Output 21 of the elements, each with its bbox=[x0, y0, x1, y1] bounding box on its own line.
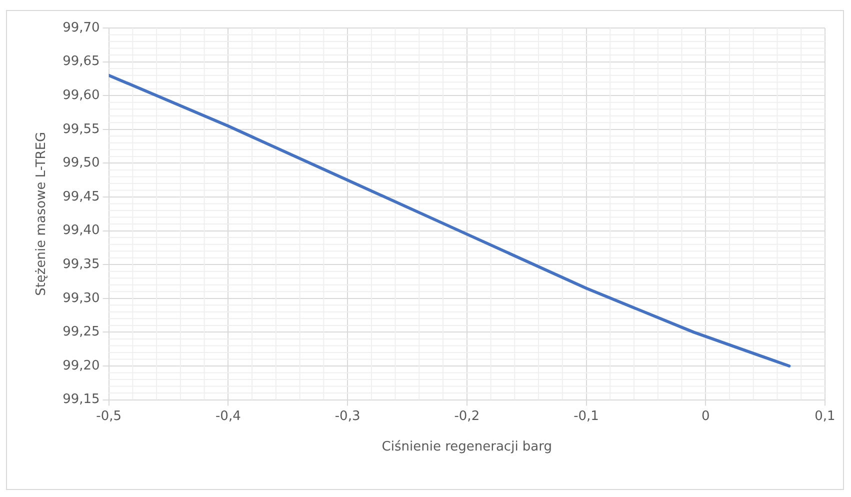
x-axis-title: Ciśnienie regeneracji barg bbox=[382, 440, 552, 455]
x-tick-label: 0 bbox=[701, 408, 710, 424]
x-tick-label: -0,5 bbox=[96, 408, 122, 424]
y-tick-label: 99,45 bbox=[62, 189, 100, 204]
x-tick-label: 0,1 bbox=[814, 408, 836, 424]
y-tick-label: 99,25 bbox=[62, 324, 100, 340]
y-tick-label: 99,55 bbox=[62, 122, 100, 137]
y-tick-label: 99,60 bbox=[62, 88, 100, 103]
y-tick-label: 99,20 bbox=[62, 358, 100, 374]
x-tick-label: -0,2 bbox=[454, 408, 480, 424]
y-tick-label: 99,50 bbox=[62, 156, 100, 171]
y-axis-title: Stężenie masowe L-TREG bbox=[34, 132, 50, 296]
x-tick-label: -0,1 bbox=[574, 408, 599, 424]
x-tick-label: -0,3 bbox=[334, 408, 360, 424]
y-tick-label: 99,65 bbox=[62, 54, 100, 70]
y-tick-label: 99,15 bbox=[62, 392, 100, 408]
y-tick-label: 99,30 bbox=[62, 290, 100, 306]
y-tick-label: 99,40 bbox=[62, 223, 100, 238]
y-tick-label: 99,70 bbox=[62, 20, 100, 36]
y-tick-label: 99,35 bbox=[62, 256, 100, 272]
x-tick-label: -0,4 bbox=[215, 408, 241, 424]
